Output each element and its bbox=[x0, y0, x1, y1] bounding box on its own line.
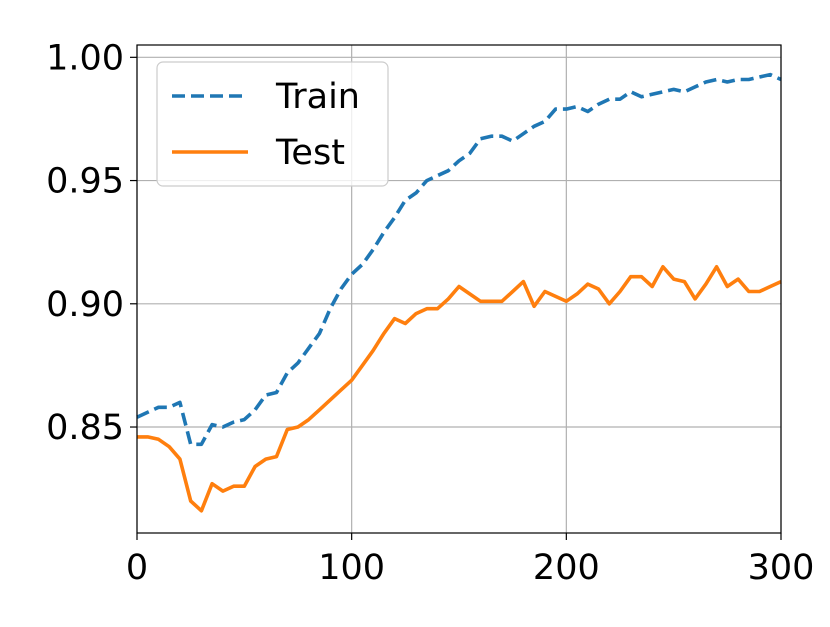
y-tick-label: 0.95 bbox=[46, 162, 124, 202]
y-tick-label: 1.00 bbox=[46, 38, 124, 78]
series-lines bbox=[136, 72, 782, 513]
legend-label-train: Train bbox=[275, 77, 360, 117]
legend: Train Test bbox=[156, 61, 389, 187]
series-line-train bbox=[136, 72, 782, 447]
x-tick-label: 0 bbox=[126, 548, 148, 588]
legend-label-test: Test bbox=[275, 133, 345, 173]
x-tick-label: 200 bbox=[533, 548, 600, 588]
plot-frame bbox=[136, 44, 782, 534]
x-tick-label: 300 bbox=[748, 548, 815, 588]
axis-ticks: 0 100 200 300 0.85 0.90 0.95 1.00 bbox=[46, 38, 814, 588]
x-tick-label: 100 bbox=[318, 548, 385, 588]
legend-box bbox=[156, 61, 389, 187]
y-tick-label: 0.90 bbox=[46, 285, 124, 325]
series-line-test bbox=[137, 264, 782, 513]
y-tick-label: 0.85 bbox=[46, 408, 124, 448]
